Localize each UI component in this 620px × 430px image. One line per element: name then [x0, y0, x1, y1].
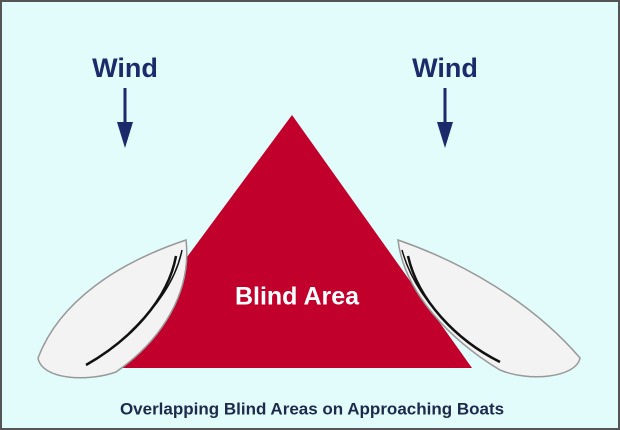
wind-label: Wind	[92, 53, 158, 83]
blind-area	[105, 115, 472, 368]
arrow-head	[117, 122, 133, 148]
caption: Overlapping Blind Areas on Approaching B…	[120, 399, 504, 418]
sail-line	[401, 249, 455, 331]
hull	[397, 238, 581, 378]
hull	[37, 238, 188, 379]
arrow-head	[437, 122, 453, 148]
sail-line	[131, 249, 183, 331]
wind-arrow	[437, 88, 453, 148]
wind-label: Wind	[412, 53, 478, 83]
wind-arrow	[117, 88, 133, 148]
area-label: Blind Area	[235, 283, 360, 311]
right-boat	[397, 238, 581, 378]
left-boat	[37, 238, 188, 379]
